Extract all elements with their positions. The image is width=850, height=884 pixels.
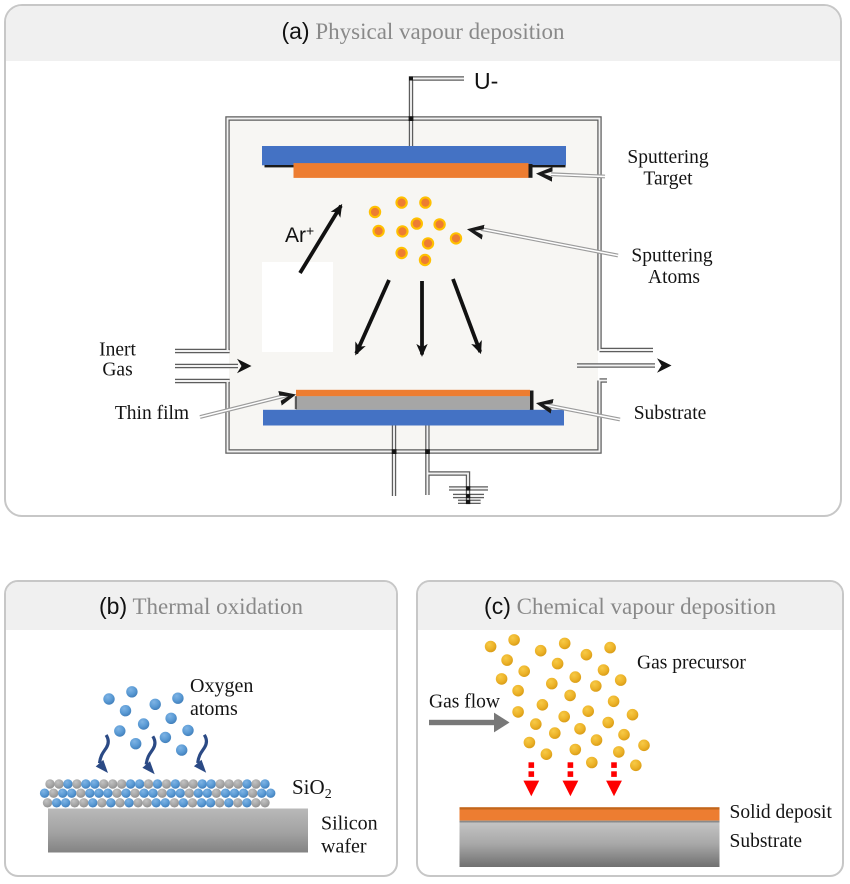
svg-text:Sputtering: Sputtering (627, 147, 708, 168)
svg-text:Inert: Inert (99, 340, 136, 361)
svg-text:Atoms: Atoms (648, 267, 700, 288)
svg-text:Substrate: Substrate (634, 403, 707, 424)
svg-text:Gas precursor: Gas precursor (637, 653, 746, 674)
svg-text:Gas flow: Gas flow (429, 692, 500, 713)
svg-text:SiO2: SiO2 (292, 775, 332, 802)
svg-text:Sputtering: Sputtering (631, 246, 712, 267)
svg-text:Solid deposit: Solid deposit (730, 802, 833, 823)
svg-text:U-: U- (474, 68, 498, 94)
svg-text:Oxygen: Oxygen (190, 675, 253, 697)
svg-text:Target: Target (643, 169, 693, 190)
svg-text:Substrate: Substrate (730, 831, 803, 852)
svg-text:Silicon: Silicon (321, 813, 378, 835)
svg-text:Thin film: Thin film (115, 403, 189, 424)
svg-text:Gas: Gas (102, 360, 132, 381)
svg-text:wafer: wafer (321, 836, 367, 858)
svg-text:atoms: atoms (190, 698, 238, 720)
